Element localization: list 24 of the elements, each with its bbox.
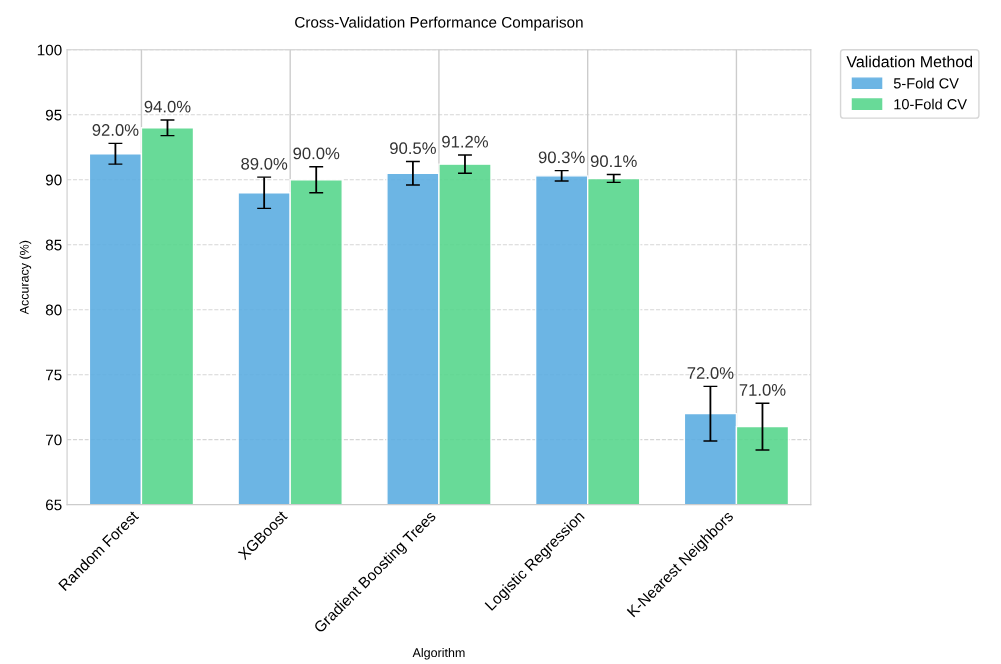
y-tick-label: 70 xyxy=(46,434,62,446)
y-tick-label: 90 xyxy=(45,174,62,186)
data-label: 90.1% xyxy=(590,155,637,168)
data-label: 89.0% xyxy=(241,157,288,170)
y-tick-label: 65 xyxy=(45,499,62,511)
legend-label: 10-Fold CV xyxy=(894,98,967,110)
chart-title: Cross-Validation Performance Comparison xyxy=(295,16,583,31)
data-label: 90.5% xyxy=(390,142,436,155)
legend-title: Validation Method xyxy=(846,55,973,68)
data-label: 90.0% xyxy=(293,147,340,160)
x-axis-title: Algorithm xyxy=(412,647,465,660)
y-tick-label: 85 xyxy=(45,239,62,251)
y-tick-label: 75 xyxy=(46,369,62,381)
legend-label: 5-Fold CV xyxy=(893,77,959,89)
data-label: 90.3% xyxy=(538,151,585,164)
data-label: 72.0% xyxy=(687,367,734,379)
data-label: 71.0% xyxy=(739,384,786,396)
y-tick-label: 100 xyxy=(37,44,62,56)
data-label: 92.0% xyxy=(92,124,139,136)
y-tick-label: 80 xyxy=(45,304,62,316)
data-label: 91.2% xyxy=(442,135,489,148)
data-label: 94.0% xyxy=(144,100,191,113)
y-axis-title: Accuracy (%) xyxy=(19,240,32,315)
y-tick-label: 95 xyxy=(45,109,62,121)
